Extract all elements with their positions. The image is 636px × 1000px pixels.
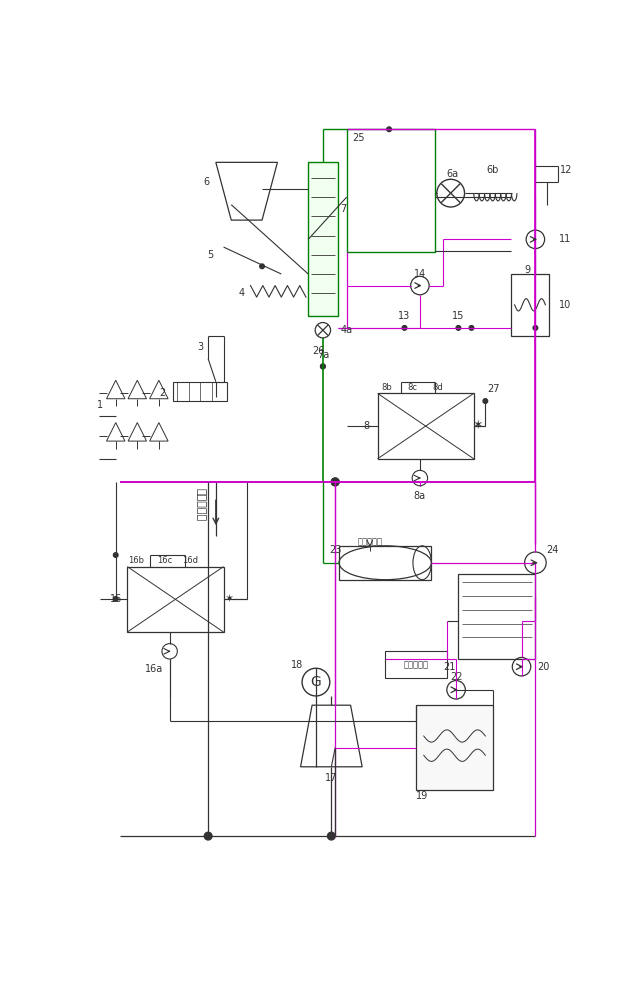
Text: 26: 26 [312,346,324,356]
Text: 27: 27 [487,384,499,394]
Text: 2: 2 [159,388,165,398]
Circle shape [533,326,537,330]
Circle shape [469,326,474,330]
Circle shape [321,364,325,369]
Text: ✶: ✶ [225,594,235,604]
Circle shape [331,478,339,486]
Bar [174,382,228,401]
Bar [385,651,447,678]
Circle shape [526,230,544,249]
Text: 1: 1 [97,400,104,410]
Text: ✶: ✶ [473,419,483,432]
Text: 去高温风机: 去高温风机 [195,488,205,522]
Circle shape [483,399,488,403]
Bar [378,393,474,459]
Text: 8d: 8d [432,383,443,392]
Text: 3: 3 [197,342,204,352]
Text: 6: 6 [204,177,210,187]
Bar [416,705,493,790]
Text: 4: 4 [238,288,244,298]
Text: 9: 9 [525,265,531,275]
Text: 11: 11 [558,234,570,244]
Text: 8c: 8c [407,383,417,392]
Circle shape [447,681,466,699]
Text: 24: 24 [546,545,558,555]
Circle shape [113,597,118,601]
Circle shape [321,364,325,369]
Text: 10: 10 [558,300,570,310]
Text: 16: 16 [109,594,122,604]
Circle shape [402,326,407,330]
Text: 16b: 16b [128,556,144,565]
Circle shape [411,276,429,295]
Text: 12: 12 [560,165,572,175]
Circle shape [302,668,330,696]
Text: 16d: 16d [183,556,198,565]
Text: 19: 19 [416,791,428,801]
Bar [308,162,338,316]
Circle shape [512,657,531,676]
Text: 20: 20 [537,662,550,672]
Circle shape [328,832,335,840]
Bar [459,574,536,659]
Circle shape [113,553,118,557]
Text: 21: 21 [443,662,455,672]
Text: 8a: 8a [414,491,426,501]
Circle shape [204,832,212,840]
Bar [127,567,223,632]
Text: 5: 5 [207,250,214,260]
Text: 14: 14 [414,269,426,279]
Text: 22: 22 [450,672,462,682]
Bar [347,129,435,252]
Circle shape [315,323,331,338]
Bar [511,274,550,336]
Circle shape [456,326,460,330]
Circle shape [331,478,339,486]
Text: 25: 25 [352,133,364,143]
Bar [339,546,431,580]
Text: 16a: 16a [145,664,163,674]
Circle shape [525,552,546,574]
Text: G: G [310,675,321,689]
Circle shape [259,264,265,269]
Circle shape [412,470,427,486]
Text: 8b: 8b [382,383,392,392]
Text: 4a: 4a [341,325,353,335]
Text: 锅炉补给水: 锅炉补给水 [357,537,382,546]
Text: 供辅助设备: 供辅助设备 [403,661,429,670]
Circle shape [437,179,464,207]
Text: 7: 7 [340,204,347,214]
Circle shape [387,127,391,132]
Text: 13: 13 [398,311,411,321]
Circle shape [162,644,177,659]
Text: 6a: 6a [446,169,459,179]
Text: 17: 17 [325,773,338,783]
Text: 7a: 7a [317,350,329,360]
Text: 15: 15 [452,311,464,321]
Text: 18: 18 [291,660,303,670]
Text: 23: 23 [329,545,342,555]
Text: 6b: 6b [487,165,499,175]
Text: 16c: 16c [156,556,172,565]
Text: 8: 8 [363,421,369,431]
